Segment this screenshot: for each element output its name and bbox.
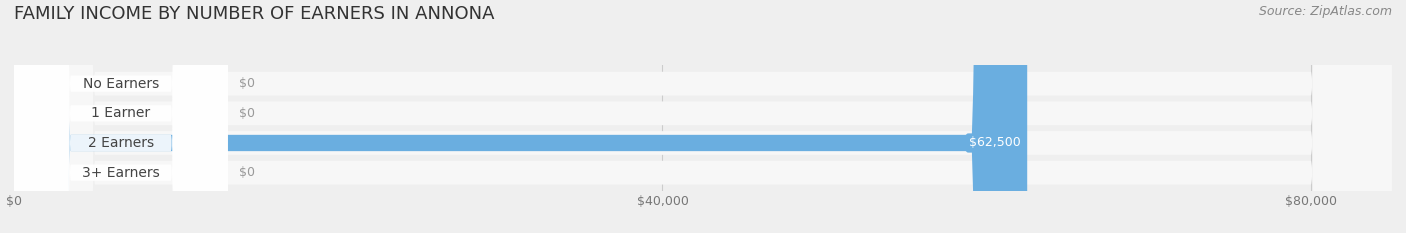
Text: Source: ZipAtlas.com: Source: ZipAtlas.com bbox=[1258, 5, 1392, 18]
Text: $0: $0 bbox=[239, 107, 254, 120]
FancyBboxPatch shape bbox=[14, 0, 1392, 233]
Text: 1 Earner: 1 Earner bbox=[91, 106, 150, 120]
Text: $0: $0 bbox=[239, 166, 254, 179]
Text: No Earners: No Earners bbox=[83, 77, 159, 91]
FancyBboxPatch shape bbox=[14, 0, 228, 233]
Text: $0: $0 bbox=[239, 77, 254, 90]
FancyBboxPatch shape bbox=[14, 0, 228, 233]
Text: $62,500: $62,500 bbox=[969, 137, 1021, 150]
Text: FAMILY INCOME BY NUMBER OF EARNERS IN ANNONA: FAMILY INCOME BY NUMBER OF EARNERS IN AN… bbox=[14, 5, 495, 23]
FancyBboxPatch shape bbox=[14, 0, 1392, 233]
FancyBboxPatch shape bbox=[14, 0, 1392, 233]
FancyBboxPatch shape bbox=[14, 0, 1028, 233]
FancyBboxPatch shape bbox=[14, 0, 228, 233]
FancyBboxPatch shape bbox=[14, 0, 228, 233]
FancyBboxPatch shape bbox=[14, 0, 1392, 233]
Text: 3+ Earners: 3+ Earners bbox=[82, 166, 160, 180]
Text: 2 Earners: 2 Earners bbox=[87, 136, 153, 150]
